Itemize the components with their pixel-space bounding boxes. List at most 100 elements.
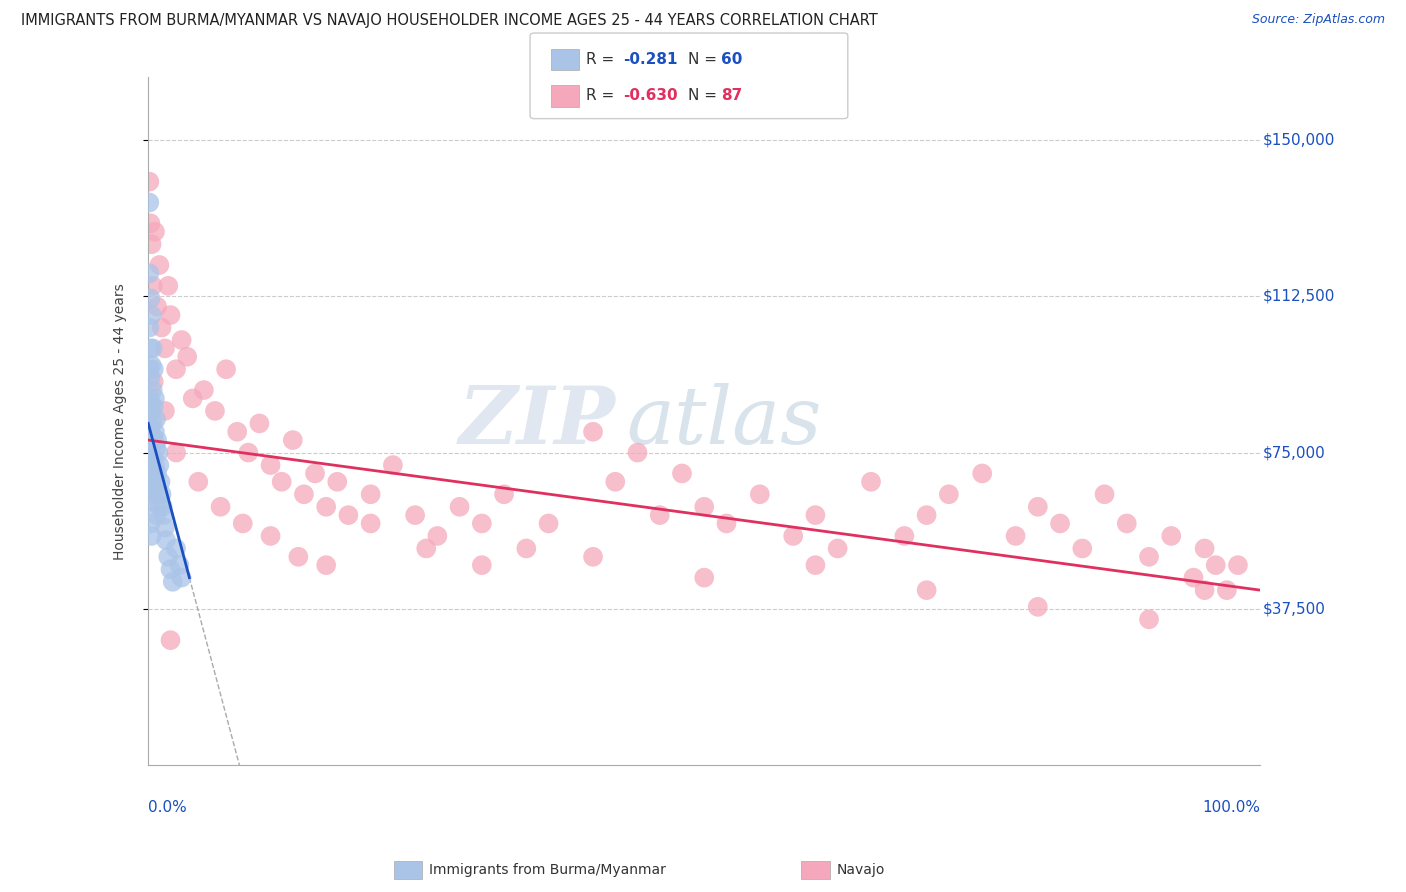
Point (915, 508, 938, 522)
Point (381, 458, 404, 472)
Point (145, 475, 167, 489)
Point (145, 508, 167, 522)
Point (449, 500, 471, 514)
Point (287, 549, 309, 564)
Point (138, 266, 160, 280)
Point (148, 458, 170, 472)
Point (157, 278, 180, 293)
Point (139, 475, 162, 489)
Point (142, 400, 165, 414)
Point (326, 475, 349, 489)
Point (605, 475, 627, 489)
Text: 87: 87 (721, 88, 742, 103)
Point (138, 442, 160, 456)
Point (626, 445, 648, 459)
Point (142, 450, 165, 464)
Point (249, 417, 271, 431)
Point (159, 308, 181, 322)
Point (1004, 529, 1026, 543)
Text: 60: 60 (721, 53, 742, 67)
Point (238, 445, 260, 459)
Point (145, 442, 167, 456)
Point (360, 516, 382, 531)
Point (471, 516, 494, 531)
Point (153, 521, 176, 535)
Point (142, 278, 165, 293)
Point (582, 425, 605, 439)
Point (159, 633, 181, 648)
Point (165, 541, 187, 556)
Point (304, 467, 326, 481)
Text: -0.630: -0.630 (623, 88, 678, 103)
Point (142, 433, 165, 447)
Point (139, 291, 162, 305)
Point (148, 445, 170, 459)
Point (1049, 516, 1071, 531)
Point (1205, 558, 1227, 573)
Point (292, 487, 315, 501)
Point (141, 458, 163, 472)
Point (209, 500, 232, 514)
Point (187, 475, 209, 489)
Point (471, 558, 494, 573)
Point (281, 433, 304, 447)
Point (1071, 541, 1094, 556)
Point (315, 500, 337, 514)
Point (716, 516, 738, 531)
Text: $112,500: $112,500 (1263, 289, 1334, 304)
Point (141, 529, 163, 543)
Point (142, 342, 165, 356)
Point (1194, 541, 1216, 556)
Point (155, 533, 177, 548)
Point (148, 487, 170, 501)
Text: N =: N = (688, 53, 721, 67)
Point (165, 445, 187, 459)
Point (404, 508, 426, 522)
Point (138, 362, 160, 376)
Point (142, 417, 165, 431)
Point (142, 362, 165, 376)
Point (415, 541, 437, 556)
Text: R =: R = (586, 88, 620, 103)
Text: $37,500: $37,500 (1263, 601, 1326, 616)
Text: ZIP: ZIP (458, 383, 616, 460)
Point (671, 467, 693, 481)
Text: $150,000: $150,000 (1263, 133, 1334, 147)
Point (141, 358, 163, 372)
Point (143, 392, 166, 406)
Y-axis label: Householder Income Ages 25 - 44 years: Householder Income Ages 25 - 44 years (114, 283, 128, 559)
Point (149, 475, 172, 489)
Point (141, 308, 163, 322)
Point (141, 404, 163, 418)
Point (827, 541, 849, 556)
Point (150, 320, 173, 334)
Point (426, 529, 449, 543)
Point (138, 195, 160, 210)
Point (804, 508, 827, 522)
Point (1026, 500, 1049, 514)
Point (1216, 583, 1239, 598)
Point (1137, 549, 1160, 564)
Text: Source: ZipAtlas.com: Source: ZipAtlas.com (1251, 13, 1385, 27)
Point (360, 487, 382, 501)
Point (232, 516, 254, 531)
Point (146, 467, 169, 481)
Point (139, 516, 162, 531)
Point (139, 342, 162, 356)
Point (153, 404, 176, 418)
Point (145, 412, 167, 426)
Point (893, 529, 915, 543)
Point (141, 237, 163, 252)
Point (143, 425, 166, 439)
Point (693, 500, 716, 514)
Point (648, 508, 671, 522)
Point (142, 462, 165, 476)
Point (804, 558, 827, 573)
Text: Immigrants from Burma/Myanmar: Immigrants from Burma/Myanmar (429, 863, 665, 877)
Point (141, 450, 163, 464)
Point (165, 362, 187, 376)
Point (582, 549, 605, 564)
Point (181, 392, 204, 406)
Point (170, 571, 193, 585)
Point (139, 216, 162, 230)
